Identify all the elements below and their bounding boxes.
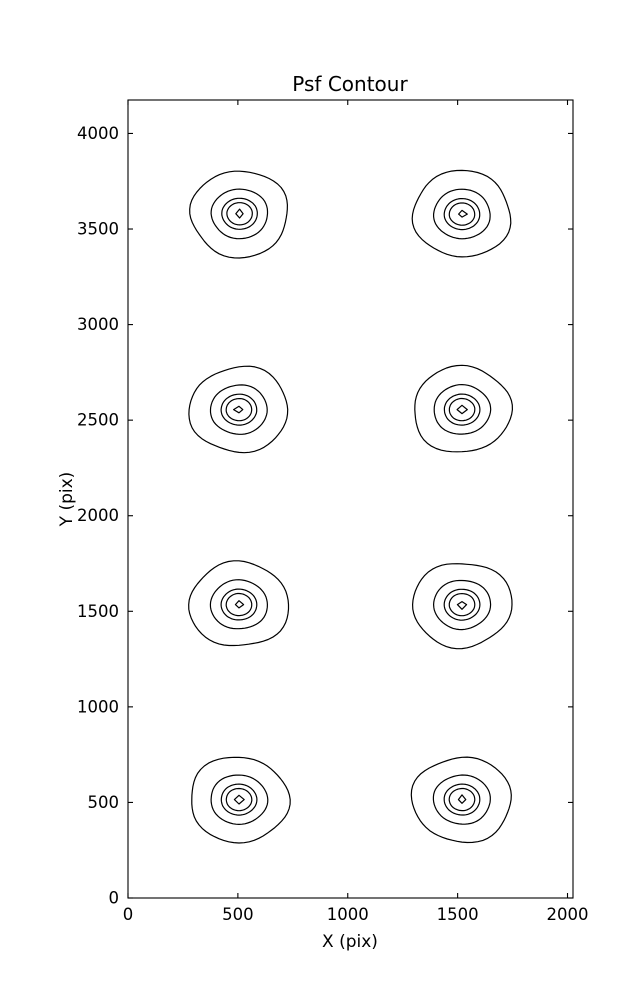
psf-blob [410,756,512,844]
contour-ring [226,202,253,226]
contour-ring [221,197,258,230]
contour-ring [233,405,244,414]
x-tick-label: 1500 [437,905,479,924]
contour-ring [448,202,476,226]
contour-ring [210,774,269,825]
contour-ring [225,592,253,617]
x-tick-label: 0 [123,905,134,924]
y-tick-label: 4000 [77,124,119,143]
contour-ring [443,198,481,231]
contour-ring [225,787,253,812]
contour-ring [456,601,468,610]
psf-blob [411,169,512,258]
x-tick-label: 1000 [327,905,369,924]
x-tick-label: 500 [222,905,254,924]
x-tick-label: 2000 [547,905,589,924]
contour-ring [433,579,492,631]
y-tick-label: 1000 [77,697,119,716]
contour-ring [235,208,244,219]
contour-ring [448,593,476,617]
contour-ring [411,169,512,258]
contour-ring [220,783,258,816]
y-tick-label: 2000 [77,506,119,525]
contour-ring [210,188,269,240]
y-axis-label: Y (pix) [57,472,77,528]
contour-ring [458,209,468,218]
contour-ring [456,404,468,415]
y-tick-label: 0 [109,889,120,908]
psf-blob [412,563,513,650]
contour-ring [443,588,481,621]
contour-group [188,169,513,844]
psf-blob [188,365,289,454]
psf-blob [188,560,290,647]
plot-frame [127,99,574,899]
y-tick-label: 3000 [77,315,119,334]
contour-ring [188,560,290,647]
psf-blob [414,364,513,453]
contour-ring [188,365,289,454]
contour-ring [432,774,491,825]
contour-ring [433,384,492,435]
contour-ring [414,364,513,453]
x-axis-label: X (pix) [322,932,378,952]
axes-group: 0 500 1000 1500 2000 0 500 1000 1500 2000 2500 3000… [77,99,589,924]
contour-ring [220,588,258,621]
contour-ring [448,397,476,422]
contour-ring [209,384,268,435]
contour-ring [191,756,291,844]
contour-ring [189,170,288,259]
contour-ring [410,756,512,844]
contour-ring [457,794,467,804]
y-tick-label: 1500 [77,602,119,621]
psf-blob [191,756,291,844]
contour-ring [443,393,481,426]
contour-ring [225,398,253,422]
contour-ring [233,794,245,805]
contour-ring [433,188,491,240]
plot-title: Psf Contour [292,72,408,96]
contour-ring [412,563,513,650]
contour-ring [448,787,476,812]
y-tick-label: 2500 [77,411,119,430]
contour-ring [220,393,258,426]
contour-ring [443,783,481,816]
psf-blob [189,170,288,259]
contour-ring [234,600,245,609]
contour-ring [209,579,268,630]
y-tick-label: 3500 [77,220,119,239]
y-tick-label: 500 [88,793,120,812]
